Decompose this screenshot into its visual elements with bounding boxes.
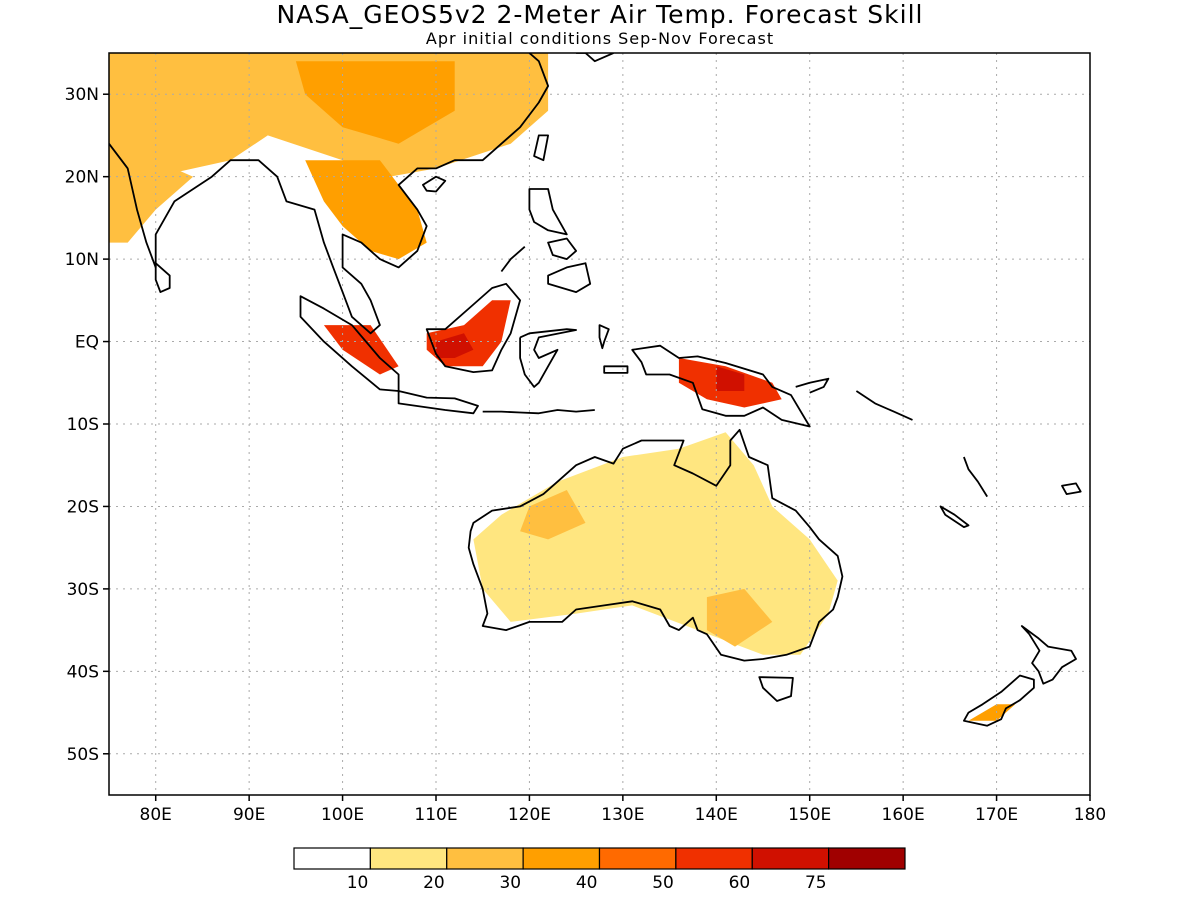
skill-region	[968, 704, 1016, 721]
coastline-luzon	[528, 188, 568, 236]
plot-subtitle: Apr initial conditions Sep-Nov Forecast	[425, 29, 775, 48]
coastline-borneo	[425, 282, 521, 373]
lat-tick-label: EQ	[75, 333, 99, 353]
axis-ticks: 80E 90E 100E 110E 120E 130E 140E 150E 160E 170E 18…	[65, 85, 1107, 825]
lat-tick-label: 20N	[65, 168, 99, 188]
lon-tick-label: 170E	[975, 805, 1018, 825]
skill-shading-layer	[109, 53, 1016, 721]
coastline-vanuatu	[963, 456, 988, 498]
colorbar-label: 75	[805, 873, 827, 893]
colorbar-label: 10	[347, 873, 369, 893]
colorbar-swatch	[522, 847, 601, 870]
skill-region	[473, 432, 838, 655]
colorbar-label: 50	[652, 873, 674, 893]
lon-tick-label: 100E	[321, 805, 364, 825]
coastline-asia	[109, 53, 549, 335]
gridlines	[109, 53, 1090, 795]
lat-tick-label: 30S	[67, 580, 99, 600]
coastline-nz-north	[1020, 625, 1077, 685]
coastline-new-britain	[795, 377, 830, 394]
coastline-lesser-sunda	[482, 409, 595, 415]
skill-region	[716, 366, 745, 391]
coastline-sulawesi	[519, 328, 577, 388]
skill-region	[305, 160, 427, 260]
lat-tick-label: 20S	[67, 497, 99, 517]
coastlines	[109, 53, 1082, 727]
colorbar-label: 20	[423, 873, 445, 893]
coastline-hainan	[422, 175, 447, 193]
colorbar-swatch	[828, 847, 906, 870]
coastline-fiji	[1061, 482, 1082, 495]
skill-region	[520, 490, 586, 540]
coastline-palawan	[500, 246, 526, 273]
lon-tick-label: 90E	[233, 805, 265, 825]
colorbar-label: 40	[576, 873, 598, 893]
coastline-solomons	[855, 390, 913, 421]
coastline-nz-south	[963, 674, 1035, 727]
lon-tick-label: 120E	[508, 805, 551, 825]
lon-tick-label: 160E	[882, 805, 925, 825]
colorbar-swatch	[598, 847, 677, 870]
coastline-australia	[467, 428, 844, 662]
lat-tick-label: 10N	[65, 250, 99, 270]
skill-region	[323, 325, 399, 375]
coastline-new-caledonia	[939, 505, 970, 528]
coastline-korea	[576, 53, 614, 63]
coastline-taiwan	[533, 134, 549, 162]
skill-region	[706, 588, 773, 647]
colorbar-swatch	[675, 847, 753, 870]
lat-tick-label: 10S	[67, 415, 99, 435]
skill-region	[436, 333, 474, 358]
coastline-sri-lanka	[154, 262, 171, 293]
lon-tick-label: 80E	[140, 805, 172, 825]
colorbar-swatch	[369, 847, 448, 870]
skill-region	[109, 160, 194, 243]
colorbar-label: 60	[729, 873, 751, 893]
lon-tick-label: 180	[1074, 805, 1106, 825]
coastline-mindanao	[547, 262, 592, 293]
lon-tick-label: 130E	[601, 805, 644, 825]
coastline-halmahera	[598, 324, 610, 350]
colorbar-swatch	[293, 847, 371, 870]
skill-region	[295, 61, 455, 144]
lon-tick-label: 110E	[414, 805, 457, 825]
lat-tick-label: 30N	[65, 85, 99, 105]
coastline-java	[397, 390, 479, 415]
lat-tick-label: 50S	[67, 745, 99, 765]
colorbar-swatch	[751, 847, 830, 870]
coastline-tasmania	[758, 676, 794, 702]
lon-tick-label: 150E	[788, 805, 831, 825]
lat-tick-label: 40S	[67, 662, 99, 682]
colorbar: 10 20 30 40 50 60 75	[293, 847, 906, 893]
colorbar-label: 30	[499, 873, 521, 893]
coastline-visayas	[547, 237, 577, 260]
plot-title: NASA_GEOS5v2 2-Meter Air Temp. Forecast …	[276, 0, 924, 29]
lon-tick-label: 140E	[695, 805, 738, 825]
colorbar-swatch	[446, 847, 524, 870]
coastline-new-guinea	[631, 344, 811, 428]
coastline-seram	[603, 365, 629, 374]
